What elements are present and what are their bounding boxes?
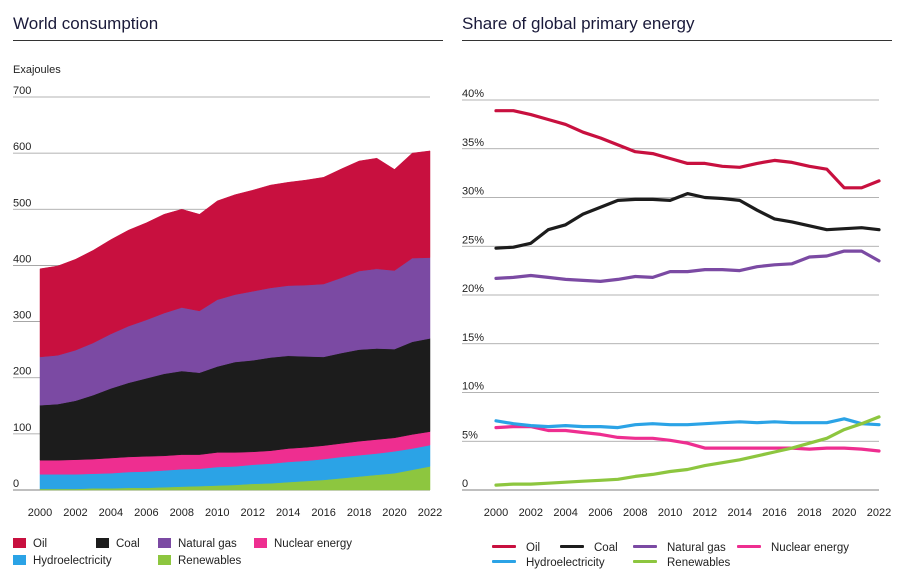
x-tick-label: 2012 xyxy=(240,507,264,519)
legend-label: Oil xyxy=(33,538,48,550)
legend-swatch xyxy=(633,545,657,548)
legend-label: Nuclear energy xyxy=(771,542,849,554)
y-tick-label: 20% xyxy=(462,283,484,295)
x-tick-label: 2002 xyxy=(63,507,87,519)
area-oil xyxy=(39,150,431,358)
legend-label: Renewables xyxy=(178,555,242,567)
y-tick-label: 30% xyxy=(462,186,484,198)
y-tick-label: 600 xyxy=(13,141,31,153)
x-tick-label: 2004 xyxy=(99,507,123,519)
legend-swatch xyxy=(492,560,516,563)
world-consumption-chart: Exajoules 0 100 200 300 400 500 600 700 2000 2002 2… xyxy=(13,64,442,519)
legend-label: Coal xyxy=(594,542,618,554)
legend-label: Natural gas xyxy=(667,542,726,554)
x-tick-label: 2006 xyxy=(134,507,158,519)
legend-item-natural-gas: Natural gas xyxy=(633,542,726,554)
right-title-rule xyxy=(462,40,892,41)
x-tick-label: 2020 xyxy=(382,507,406,519)
legend-swatch xyxy=(158,538,171,548)
legend-swatch xyxy=(633,560,657,563)
legend-swatch xyxy=(158,555,171,565)
legend-item-renewables: Renewables xyxy=(158,555,241,567)
x-tick-label: 2002 xyxy=(519,507,543,519)
y-tick-label: 15% xyxy=(462,332,484,344)
y-tick-label: 700 xyxy=(13,85,31,97)
legend-item-coal: Coal xyxy=(560,542,618,554)
x-tick-label: 2000 xyxy=(484,507,508,519)
line-renewables xyxy=(494,415,881,487)
legend-label: Nuclear energy xyxy=(274,538,352,550)
line-coal xyxy=(494,192,881,250)
y-tick-label: 0 xyxy=(13,478,19,490)
x-tick-label: 2022 xyxy=(418,507,442,519)
x-tick-label: 2010 xyxy=(658,507,682,519)
x-tick-label: 2016 xyxy=(311,507,335,519)
share-of-primary-energy-chart: 0 5% 10% 15% 20% 25% 30% 35% 40% 2000 2002 2004 2006… xyxy=(462,88,891,519)
x-tick-label: 2014 xyxy=(276,507,300,519)
legend-swatch xyxy=(96,538,109,548)
legend-swatch xyxy=(737,545,761,548)
line-natural-gas xyxy=(494,249,881,283)
legend-item-coal: Coal xyxy=(96,538,140,550)
legend-swatch xyxy=(492,545,516,548)
y-tick-label: 0 xyxy=(462,478,468,490)
legend-label: Hydroelectricity xyxy=(33,555,112,567)
x-tick-label: 2020 xyxy=(832,507,856,519)
legend-swatch xyxy=(560,545,584,548)
legend-swatch xyxy=(254,538,267,548)
x-tick-label: 2012 xyxy=(693,507,717,519)
x-tick-label: 2004 xyxy=(553,507,577,519)
y-tick-label: 400 xyxy=(13,253,31,265)
legend-label: Coal xyxy=(116,538,140,550)
y-axis-label: Exajoules xyxy=(13,64,61,76)
legend-label: Renewables xyxy=(667,557,731,569)
y-tick-label: 100 xyxy=(13,422,31,434)
y-tick-label: 40% xyxy=(462,88,484,100)
legend-label: Hydroelectricity xyxy=(526,557,605,569)
line-oil xyxy=(494,109,881,190)
y-tick-label: 35% xyxy=(462,137,484,149)
line-hydroelectricity xyxy=(494,417,881,430)
y-tick-label: 300 xyxy=(13,310,31,322)
legend-item-oil: Oil xyxy=(13,538,47,550)
legend-item-hydroelectricity: Hydroelectricity xyxy=(13,555,112,567)
legend-item-hydroelectricity: Hydroelectricity xyxy=(492,557,605,569)
y-tick-label: 5% xyxy=(462,429,478,441)
legend-item-oil: Oil xyxy=(492,542,540,554)
legend-item-renewables: Renewables xyxy=(633,557,730,569)
legend-swatch xyxy=(13,538,26,548)
y-tick-label: 200 xyxy=(13,366,31,378)
left-title-rule xyxy=(13,40,443,41)
x-tick-label: 2018 xyxy=(797,507,821,519)
legend-item-natural-gas: Natural gas xyxy=(158,538,237,550)
left-chart-title: World consumption xyxy=(13,14,159,33)
x-tick-label: 2018 xyxy=(347,507,371,519)
x-tick-label: 2006 xyxy=(588,507,612,519)
line-nuclear-energy xyxy=(494,425,881,453)
x-tick-label: 2008 xyxy=(170,507,194,519)
legend-swatch xyxy=(13,555,26,565)
x-tick-label: 2008 xyxy=(623,507,647,519)
legend-item-nuclear-energy: Nuclear energy xyxy=(737,542,849,554)
x-tick-label: 2010 xyxy=(205,507,229,519)
legend-label: Natural gas xyxy=(178,538,237,550)
x-tick-label: 2014 xyxy=(727,507,751,519)
x-tick-label: 2016 xyxy=(762,507,786,519)
y-tick-label: 10% xyxy=(462,381,484,393)
right-chart-title: Share of global primary energy xyxy=(462,14,695,33)
legend-item-nuclear-energy: Nuclear energy xyxy=(254,538,352,550)
x-tick-label: 2022 xyxy=(867,507,891,519)
y-tick-label: 25% xyxy=(462,234,484,246)
y-tick-label: 500 xyxy=(13,197,31,209)
x-tick-label: 2000 xyxy=(28,507,52,519)
legend-label: Oil xyxy=(526,542,541,554)
